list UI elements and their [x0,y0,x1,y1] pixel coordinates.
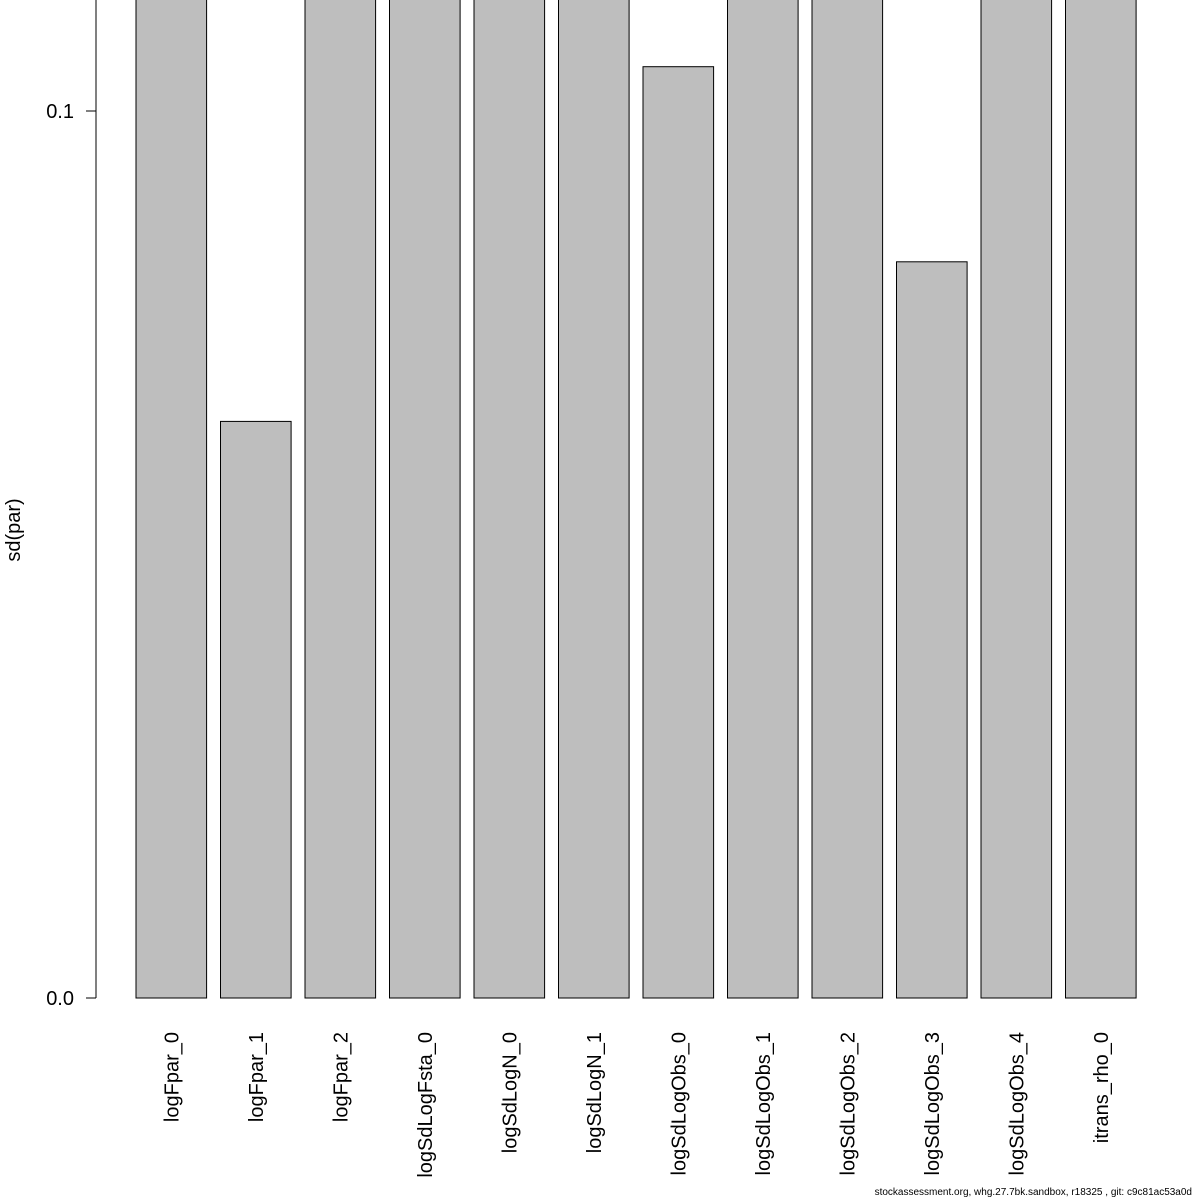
bars [135,0,1137,999]
x-tick-label: logSdLogObs_2 [837,1032,859,1175]
x-tick-label: logFpar_1 [246,1032,268,1122]
y-axis: 0.00.10.20.30.40.5 [46,0,97,1010]
x-tick-label: logFpar_0 [161,1032,183,1122]
bar [389,0,461,999]
y-tick-label: 0.0 [46,988,74,1010]
x-axis-labels: logFpar_0 logFpar_1 logFpar_2 logSdLogFsta_… [161,1032,1113,1178]
x-tick-label: logSdLogN_0 [499,1032,521,1153]
footer-text: stockassessment.org, whg.27.7bk.sandbox,… [874,1187,1192,1198]
x-tick-label: logSdLogObs_1 [753,1032,775,1175]
x-tick-label: logSdLogObs_3 [922,1032,944,1175]
y-axis-title: sd(par) [3,498,25,561]
bar [1065,0,1137,999]
y-tick-label: 0.1 [46,101,74,123]
x-tick-label: logSdLogFsta_0 [415,1032,437,1178]
bar [980,0,1053,999]
bar [473,0,546,999]
bar [220,420,292,999]
bar [558,0,630,999]
bar [304,0,377,999]
bar [727,0,799,999]
bar [811,0,884,999]
x-tick-label: logSdLogObs_0 [668,1032,690,1175]
bar [135,0,208,999]
x-tick-label: itrans_rho_0 [1091,1032,1113,1143]
x-tick-label: logSdLogN_1 [584,1032,606,1153]
x-tick-label: logFpar_2 [330,1032,352,1122]
bar [642,66,715,999]
x-tick-label: logSdLogObs_4 [1006,1032,1028,1175]
bar [896,261,968,999]
